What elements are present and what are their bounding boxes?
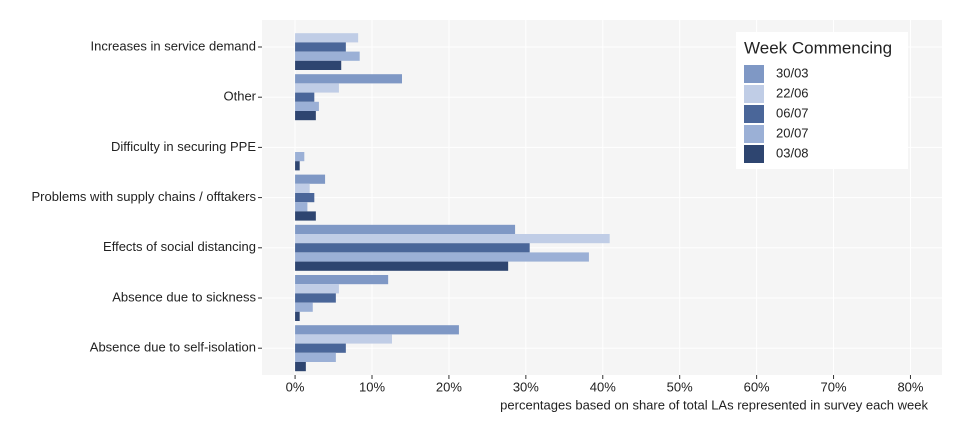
x-tick-label: 0% bbox=[286, 379, 305, 394]
x-tick-label: 40% bbox=[590, 379, 616, 394]
bar bbox=[295, 74, 402, 84]
bar bbox=[295, 111, 316, 121]
bar bbox=[295, 211, 316, 221]
legend-swatch bbox=[744, 125, 764, 143]
bar bbox=[295, 174, 326, 184]
y-tick-label: Increases in service demand bbox=[91, 38, 256, 53]
x-tick-label: 60% bbox=[744, 379, 770, 394]
bar bbox=[295, 352, 336, 362]
bar bbox=[295, 83, 339, 93]
legend-label: 06/07 bbox=[776, 105, 809, 120]
y-tick-label: Problems with supply chains / offtakers bbox=[32, 189, 257, 204]
bar bbox=[295, 224, 516, 234]
x-tick-label: 50% bbox=[667, 379, 693, 394]
bar bbox=[295, 261, 509, 271]
x-axis-title: percentages based on share of total LAs … bbox=[500, 397, 928, 412]
legend-swatch bbox=[744, 105, 764, 123]
bar bbox=[295, 325, 459, 335]
bar bbox=[295, 334, 392, 344]
y-tick-label: Effects of social distancing bbox=[103, 239, 256, 254]
bar bbox=[295, 161, 300, 171]
bar bbox=[295, 92, 315, 102]
bar bbox=[295, 293, 336, 303]
bar bbox=[295, 275, 389, 285]
legend-label: 22/06 bbox=[776, 85, 809, 100]
bars bbox=[295, 33, 610, 372]
bar bbox=[295, 42, 346, 52]
legend-swatch bbox=[744, 65, 764, 83]
bar bbox=[295, 33, 359, 43]
bar bbox=[295, 311, 300, 321]
x-tick-label: 30% bbox=[513, 379, 539, 394]
legend-label: 03/08 bbox=[776, 145, 809, 160]
legend-swatch bbox=[744, 145, 764, 163]
bar bbox=[295, 284, 339, 294]
bar bbox=[295, 193, 315, 203]
x-tick-label: 70% bbox=[821, 379, 847, 394]
y-tick-label: Absence due to self-isolation bbox=[90, 340, 256, 355]
legend-label: 20/07 bbox=[776, 125, 809, 140]
bar bbox=[295, 183, 310, 193]
bar bbox=[295, 152, 305, 162]
bar bbox=[295, 252, 589, 262]
legend-label: 30/03 bbox=[776, 65, 809, 80]
bar bbox=[295, 302, 313, 312]
legend-title: Week Commencing bbox=[744, 38, 892, 57]
bar bbox=[295, 343, 346, 353]
x-tick-label: 20% bbox=[436, 379, 462, 394]
y-tick-label: Other bbox=[223, 89, 256, 104]
x-tick-label: 80% bbox=[897, 379, 923, 394]
legend-swatch bbox=[744, 85, 764, 103]
y-tick-label: Difficulty in securing PPE bbox=[111, 139, 256, 154]
bar bbox=[295, 243, 530, 253]
bar bbox=[295, 362, 306, 372]
bar bbox=[295, 202, 308, 212]
bar bbox=[295, 60, 342, 70]
legend-box bbox=[736, 32, 908, 169]
y-tick-label: Absence due to sickness bbox=[112, 289, 256, 304]
bar bbox=[295, 101, 319, 111]
bar bbox=[295, 51, 360, 61]
x-tick-label: 10% bbox=[359, 379, 385, 394]
bar bbox=[295, 234, 610, 244]
